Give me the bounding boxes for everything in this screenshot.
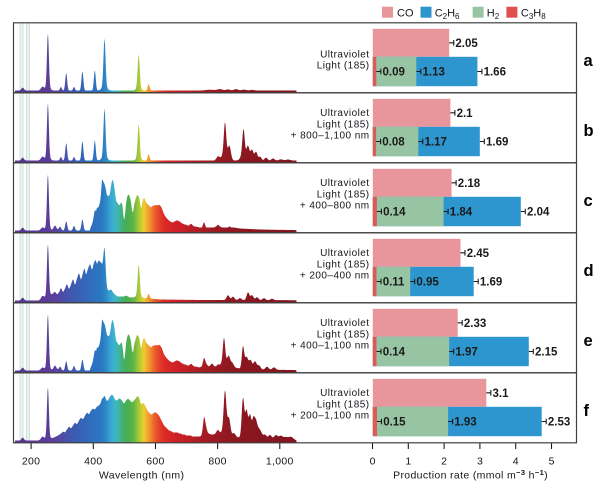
svg-text:2.53: 2.53 xyxy=(548,417,570,429)
svg-text:4: 4 xyxy=(513,455,519,467)
svg-text:0.09: 0.09 xyxy=(383,67,405,79)
svg-text:Production rate (mmol m−3 h−1): Production rate (mmol m−3 h−1) xyxy=(393,468,548,482)
svg-text:b: b xyxy=(584,122,594,140)
svg-text:+ 400–800 nm: + 400–800 nm xyxy=(300,201,370,212)
svg-text:CO: CO xyxy=(397,8,414,20)
svg-text:0.08: 0.08 xyxy=(382,137,405,149)
svg-text:3.1: 3.1 xyxy=(493,388,510,400)
svg-text:2.1: 2.1 xyxy=(457,108,474,120)
svg-text:2: 2 xyxy=(441,455,447,467)
svg-text:1.13: 1.13 xyxy=(423,67,445,79)
svg-text:0.14: 0.14 xyxy=(383,347,406,359)
svg-text:2.05: 2.05 xyxy=(455,38,478,50)
svg-text:2.18: 2.18 xyxy=(458,178,481,190)
svg-text:Light (185): Light (185) xyxy=(317,189,370,200)
svg-text:0.95: 0.95 xyxy=(416,277,439,289)
svg-text:Light (185): Light (185) xyxy=(317,259,370,270)
svg-text:+ 200–1,100 nm: + 200–1,100 nm xyxy=(291,411,370,422)
svg-text:1.17: 1.17 xyxy=(425,137,447,149)
svg-text:2.33: 2.33 xyxy=(464,318,486,330)
svg-text:0.14: 0.14 xyxy=(383,207,406,219)
svg-text:1: 1 xyxy=(405,455,411,467)
svg-text:2.15: 2.15 xyxy=(535,347,558,359)
svg-text:Ultraviolet: Ultraviolet xyxy=(320,178,369,189)
svg-text:Ultraviolet: Ultraviolet xyxy=(320,388,369,399)
svg-text:f: f xyxy=(584,402,590,420)
svg-text:Light (185): Light (185) xyxy=(317,60,370,71)
svg-text:+ 400–1,100 nm: + 400–1,100 nm xyxy=(291,341,370,352)
svg-text:1.93: 1.93 xyxy=(454,417,476,429)
svg-text:400: 400 xyxy=(84,455,102,467)
svg-text:1.97: 1.97 xyxy=(455,347,477,359)
svg-text:Light (185): Light (185) xyxy=(317,329,370,340)
svg-text:2.04: 2.04 xyxy=(527,207,550,219)
svg-text:Ultraviolet: Ultraviolet xyxy=(320,49,369,60)
svg-text:Ultraviolet: Ultraviolet xyxy=(320,318,369,329)
svg-text:+ 800–1,100 nm: + 800–1,100 nm xyxy=(291,131,370,142)
svg-text:C3H8: C3H8 xyxy=(521,8,546,22)
svg-text:0.11: 0.11 xyxy=(383,277,405,289)
svg-text:e: e xyxy=(584,332,593,350)
svg-text:0.15: 0.15 xyxy=(383,417,406,429)
svg-text:1.69: 1.69 xyxy=(486,137,508,149)
svg-text:2.45: 2.45 xyxy=(467,248,490,260)
svg-text:200: 200 xyxy=(22,455,40,467)
svg-text:5: 5 xyxy=(549,455,555,467)
svg-text:c: c xyxy=(584,192,593,210)
svg-text:1.66: 1.66 xyxy=(484,67,506,79)
svg-text:Ultraviolet: Ultraviolet xyxy=(320,248,369,259)
svg-text:Wavelength (nm): Wavelength (nm) xyxy=(99,470,185,482)
svg-text:+ 200–400 nm: + 200–400 nm xyxy=(300,271,370,282)
svg-text:1,000: 1,000 xyxy=(266,455,294,467)
svg-text:a: a xyxy=(584,52,594,70)
svg-text:Ultraviolet: Ultraviolet xyxy=(320,108,369,119)
svg-text:600: 600 xyxy=(146,455,164,467)
svg-text:1.69: 1.69 xyxy=(480,277,502,289)
svg-text:d: d xyxy=(584,262,594,280)
svg-text:0: 0 xyxy=(370,455,376,467)
svg-text:Light (185): Light (185) xyxy=(317,119,370,130)
svg-text:3: 3 xyxy=(477,455,483,467)
svg-text:800: 800 xyxy=(208,455,226,467)
svg-text:Light (185): Light (185) xyxy=(317,399,370,410)
svg-text:1.84: 1.84 xyxy=(450,207,473,219)
svg-text:C2H6: C2H6 xyxy=(435,8,460,22)
